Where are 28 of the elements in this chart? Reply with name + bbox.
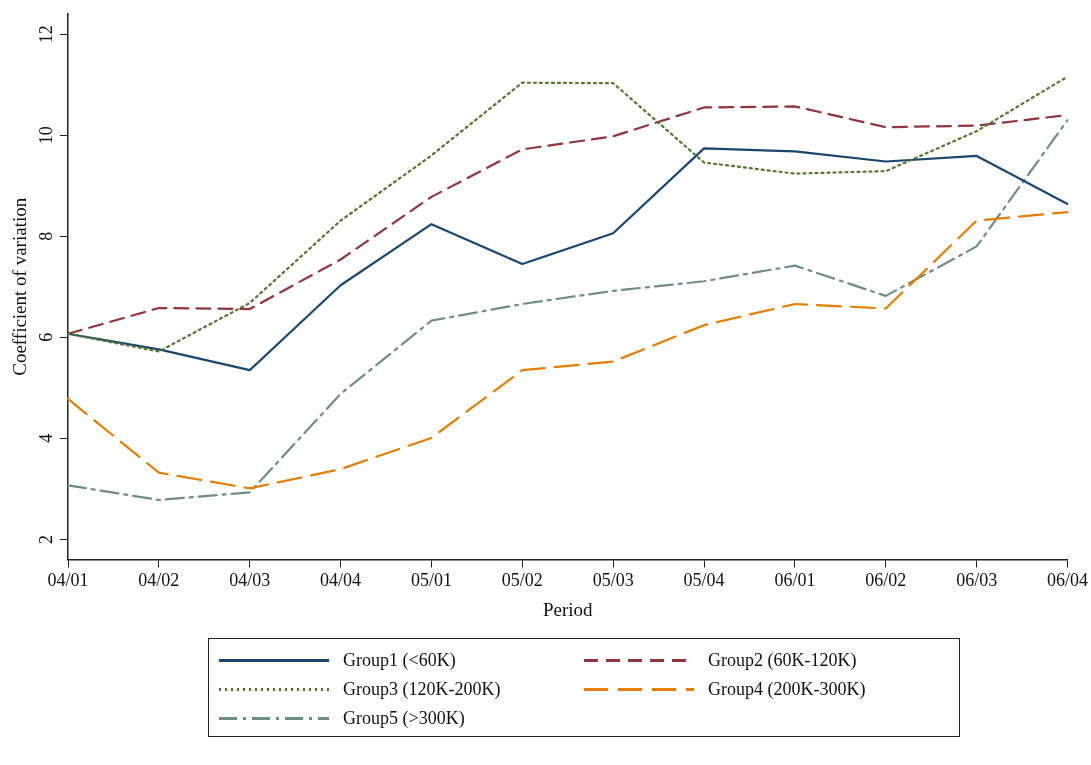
x-axis-title: Period [542, 598, 594, 620]
y-tick-label: 10 [35, 126, 56, 145]
x-tick-label: 04/03 [229, 570, 271, 591]
x-tick-label: 04/01 [47, 570, 89, 591]
x-tick-label: 06/03 [956, 570, 998, 591]
legend-label: Group4 (200K-300K) [708, 679, 866, 700]
x-tick-label: 04/04 [320, 570, 362, 591]
x-tick-label: 05/01 [410, 570, 452, 591]
y-tick-label: 6 [35, 332, 56, 342]
x-tick-label: 05/02 [501, 570, 543, 591]
x-tick-label: 06/01 [774, 570, 816, 591]
y-tick-label: 4 [35, 433, 56, 443]
x-tick-label: 06/04 [1046, 570, 1089, 591]
x-tick-label: 05/03 [592, 570, 634, 591]
y-tick-label: 12 [35, 25, 56, 44]
line-series [66, 210, 1069, 490]
y-tick-label: 2 [35, 534, 56, 544]
x-tick-label: 04/02 [138, 570, 180, 591]
x-tick-label: 05/04 [683, 570, 725, 591]
y-tick-label: 8 [35, 231, 56, 241]
legend-label: Group1 (<60K) [343, 650, 456, 671]
x-tick-label: 06/02 [865, 570, 907, 591]
line-series [66, 75, 1069, 353]
y-axis-title: Coefficient of variation [9, 197, 31, 376]
legend-label: Group5 (>300K) [343, 708, 465, 729]
legend-label: Group3 (120K-200K) [343, 679, 501, 700]
legend-label: Group2 (60K-120K) [708, 650, 857, 671]
line-series [66, 118, 1069, 502]
